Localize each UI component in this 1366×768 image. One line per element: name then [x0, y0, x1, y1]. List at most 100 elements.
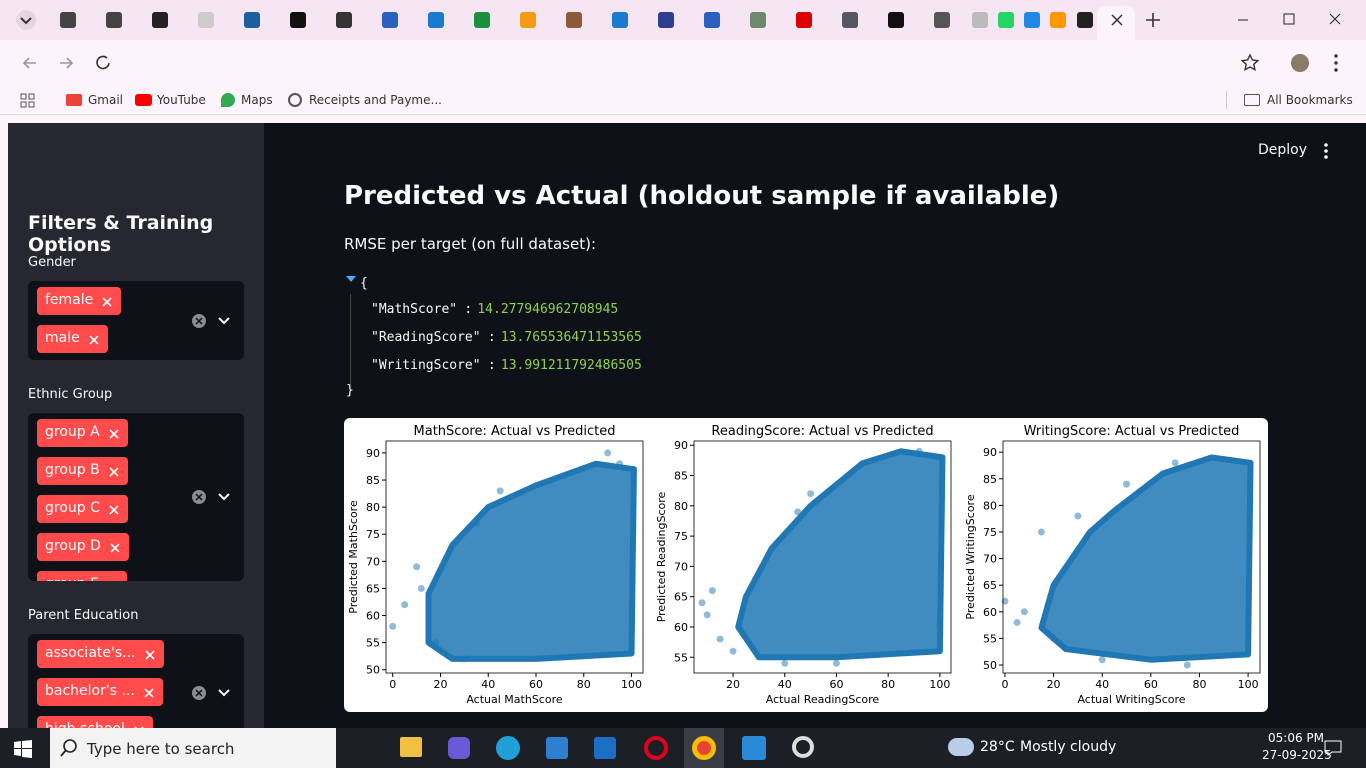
- point: [460, 655, 468, 663]
- tab-strip: [0, 0, 1366, 40]
- tab-icon: [566, 12, 582, 28]
- point: [781, 659, 789, 667]
- chip[interactable]: group C: [37, 495, 128, 523]
- tab-icon: [520, 12, 536, 28]
- y-tick-label: 55: [366, 637, 380, 650]
- clear-and-expand[interactable]: [191, 489, 241, 505]
- filter-label: Gender: [28, 255, 76, 270]
- bookmark[interactable]: YouTube: [157, 93, 206, 107]
- point: [729, 647, 737, 655]
- chip[interactable]: associate's...: [37, 640, 164, 668]
- chart-title: WritingScore: Actual vs Predicted: [1024, 424, 1240, 439]
- tab-icon: [934, 12, 950, 28]
- point: [1050, 634, 1058, 642]
- tab-icon: [198, 12, 214, 28]
- point: [698, 599, 706, 607]
- tab-icon: [972, 12, 988, 28]
- bookmark[interactable]: Gmail: [88, 93, 124, 107]
- tab-icon: [750, 12, 766, 28]
- y-axis-label: Predicted ReadingScore: [655, 491, 668, 622]
- tab-search[interactable]: [14, 10, 38, 30]
- y-tick-label: 85: [366, 474, 380, 487]
- json-key: "ReadingScore": [371, 330, 481, 345]
- notifications[interactable]: [1324, 740, 1342, 756]
- main-menu[interactable]: [1320, 142, 1332, 160]
- tab-icon: [382, 12, 398, 28]
- clock-time: 05:06 PM: [1268, 731, 1324, 745]
- toolbar-icons[interactable]: [1240, 53, 1350, 73]
- deploy-button[interactable]: Deploy: [1258, 142, 1308, 158]
- x-tick-label: 40: [778, 678, 792, 691]
- chip[interactable]: group E: [37, 571, 127, 581]
- x-tick-label: 20: [726, 678, 740, 691]
- chip[interactable]: male: [37, 325, 108, 353]
- active-tab[interactable]: [1097, 6, 1135, 40]
- multiselect[interactable]: associate's... bachelor's ... high school: [28, 634, 244, 728]
- chip[interactable]: group D: [37, 533, 129, 561]
- start-button[interactable]: [14, 740, 32, 758]
- point: [432, 639, 440, 647]
- tab-icon: [60, 12, 76, 28]
- nav-buttons[interactable]: [20, 54, 120, 72]
- point-cloud: [425, 460, 637, 662]
- chip[interactable]: bachelor's ...: [37, 678, 163, 706]
- collapse-toggle[interactable]: [346, 276, 356, 284]
- json-value: 13.991211792486505: [500, 358, 642, 373]
- clock-date: 27-09-2025: [1262, 748, 1332, 762]
- y-tick-label: 60: [674, 621, 688, 634]
- tab-icon: [888, 12, 904, 28]
- tab-icon: [244, 12, 260, 28]
- tab-icon: [842, 12, 858, 28]
- y-tick-label: 90: [983, 446, 997, 459]
- point: [703, 611, 711, 619]
- point: [496, 487, 504, 495]
- point: [807, 490, 815, 498]
- y-tick-label: 80: [366, 501, 380, 514]
- bookmark[interactable]: Maps: [241, 93, 273, 107]
- window-controls[interactable]: [1236, 10, 1346, 30]
- bookmark[interactable]: Receipts and Payme...: [309, 93, 442, 107]
- x-tick-label: 80: [881, 678, 895, 691]
- tab-icon: [106, 12, 122, 28]
- point: [417, 584, 425, 592]
- new-tab[interactable]: [1145, 12, 1161, 28]
- x-tick-label: 60: [1144, 678, 1158, 691]
- json-value: 14.277946962708945: [477, 302, 619, 317]
- figure-panel: MathScore: Actual vs Predicted 0 20 40 60 80 1…: [344, 418, 1268, 712]
- y-tick-label: 55: [674, 651, 688, 664]
- clear-and-expand[interactable]: [191, 313, 241, 329]
- tab-icon: [658, 12, 674, 28]
- multiselect[interactable]: group A group B group C group D group E: [28, 413, 244, 581]
- tab-icon: [796, 12, 812, 28]
- point: [604, 449, 612, 457]
- y-tick-label: 65: [674, 591, 688, 604]
- chip[interactable]: high school: [37, 716, 153, 728]
- tab-icon: [998, 12, 1014, 28]
- x-tick-label: 100: [1238, 678, 1259, 691]
- multiselect[interactable]: female male: [28, 281, 244, 360]
- apps-icon[interactable]: [20, 93, 36, 109]
- point: [1123, 480, 1131, 488]
- x-axis-label: Actual ReadingScore: [766, 693, 880, 706]
- search-box[interactable]: Type here to search: [50, 728, 336, 768]
- x-tick-label: 0: [1001, 678, 1008, 691]
- all-bookmarks[interactable]: All Bookmarks: [1267, 93, 1353, 107]
- tab-icon: [474, 12, 490, 28]
- tab-icon: [152, 12, 168, 28]
- y-tick-label: 80: [983, 499, 997, 512]
- x-axis-label: Actual MathScore: [466, 693, 563, 706]
- clear-and-expand[interactable]: [191, 685, 241, 701]
- point: [389, 622, 397, 630]
- chip[interactable]: female: [37, 287, 122, 315]
- close-tab[interactable]: [1110, 13, 1124, 27]
- chip[interactable]: group A: [37, 419, 128, 447]
- json-brace: }: [346, 383, 354, 398]
- json-colon: :: [487, 358, 496, 373]
- filter-label: Ethnic Group: [28, 387, 113, 402]
- y-tick-label: 60: [983, 606, 997, 619]
- x-tick-label: 80: [577, 678, 591, 691]
- tab-icon: [612, 12, 628, 28]
- chip[interactable]: group B: [37, 457, 128, 485]
- toolbar: localhost:8501: [0, 40, 1366, 118]
- figure: MathScore: Actual vs Predicted 0 20 40 60 80 1…: [347, 424, 1261, 706]
